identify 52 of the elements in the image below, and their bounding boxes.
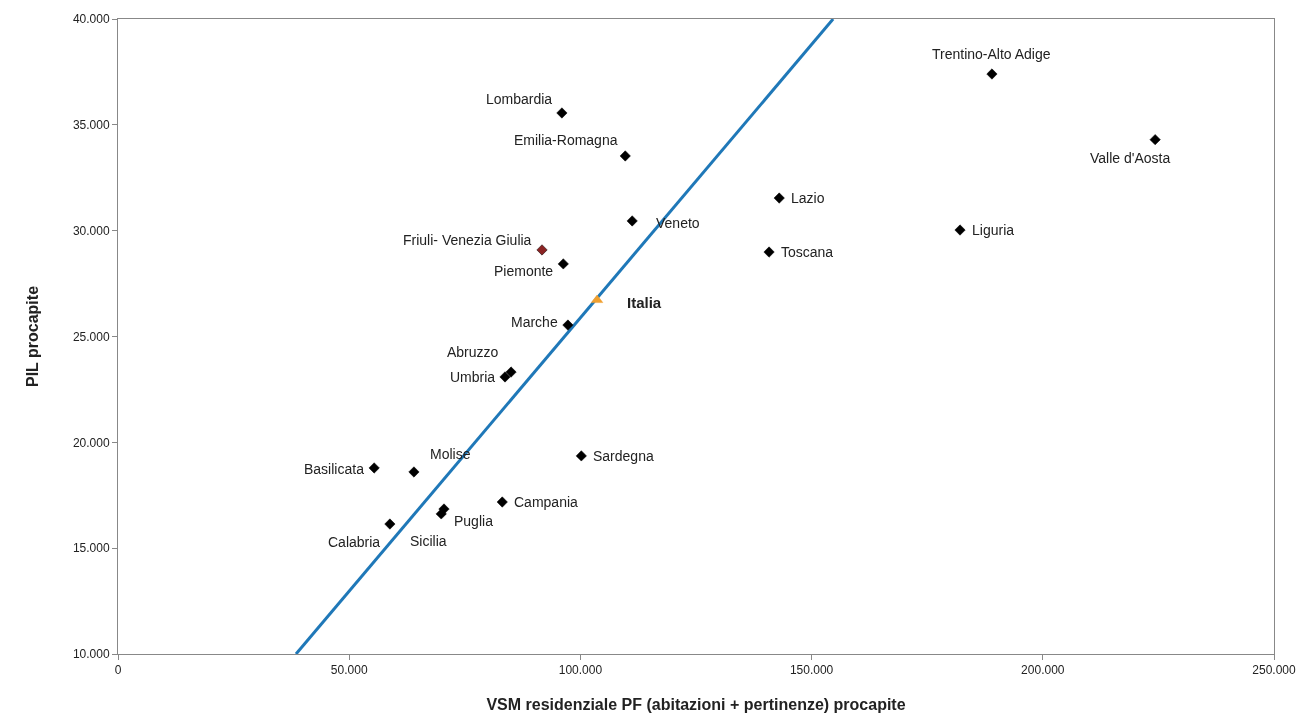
point [499, 371, 511, 383]
point [763, 246, 775, 258]
point [408, 466, 420, 478]
annotation: Basilicata [304, 461, 365, 477]
annotation: Campania [514, 494, 579, 510]
point [556, 107, 568, 119]
series-label: Italia [627, 294, 662, 311]
annotation: Marche [511, 314, 558, 330]
annotation: Sicilia [410, 533, 447, 549]
x-tick-label: 0 [114, 663, 122, 678]
annotation: Sardegna [593, 448, 654, 464]
point [536, 244, 548, 256]
point [505, 366, 517, 378]
point [368, 462, 380, 474]
annotation: Trentino-Alto Adige [932, 46, 1051, 62]
annotation: Emilia-Romagna [514, 132, 618, 148]
annotation: Valle d'Aosta [1090, 150, 1171, 166]
x-tick-label: 50.000 [330, 663, 368, 678]
annotation: Friuli- Venezia Giulia [403, 232, 532, 248]
point [384, 518, 396, 530]
annotation: Toscana [781, 244, 834, 260]
y-tick-label: 20.000 [72, 435, 110, 450]
y-axis-title: PIL procapite [23, 285, 41, 388]
point [626, 215, 638, 227]
annotation: Lombardia [486, 91, 553, 107]
x-tick-label: 100.000 [558, 663, 603, 678]
annotation: Abruzzo [447, 344, 499, 360]
point [986, 68, 998, 80]
point [954, 224, 966, 236]
x-axis-title: VSM residenziale PF (abitazioni + pertinenze) procapite [486, 696, 906, 714]
point [575, 450, 587, 462]
annotation: Puglia [454, 513, 494, 529]
point [773, 192, 785, 204]
point [619, 150, 631, 162]
y-tick-label: 15.000 [72, 541, 110, 556]
y-tick-label: 35.000 [72, 118, 110, 133]
y-tick-label: 40.000 [72, 12, 110, 27]
annotation: Piemonte [494, 263, 554, 279]
y-tick-label: 30.000 [72, 223, 110, 238]
point [562, 319, 574, 331]
y-tick-label: 25.000 [72, 329, 110, 344]
x-tick-label: 250.000 [1252, 663, 1297, 678]
annotation: Liguria [972, 222, 1015, 238]
annotation: Calabria [328, 534, 381, 550]
point [1149, 134, 1161, 146]
x-tick-label: 200.000 [1021, 663, 1065, 678]
annotation: Lazio [791, 190, 825, 206]
point [496, 496, 508, 508]
x-tick-label: 150.000 [789, 663, 834, 678]
point [557, 258, 569, 270]
y-tick-label: 10.000 [72, 647, 110, 662]
annotation: Umbria [450, 369, 496, 385]
